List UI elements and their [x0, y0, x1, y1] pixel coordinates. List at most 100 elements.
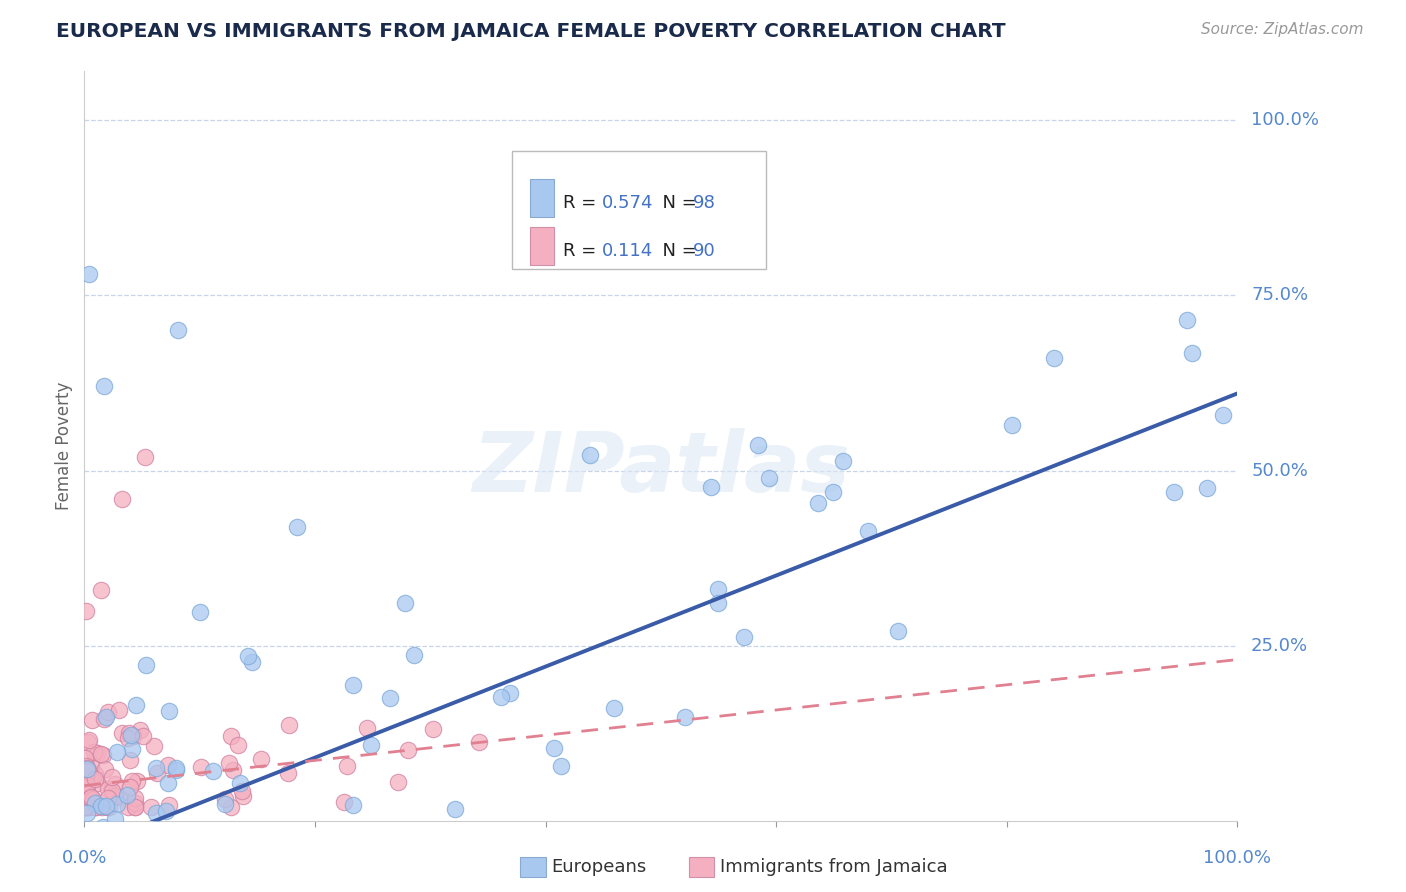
- Point: [1195, 481, 1218, 495]
- Point: [77, 799, 100, 814]
- Text: EUROPEAN VS IMMIGRANTS FROM JAMAICA FEMALE POVERTY CORRELATION CHART: EUROPEAN VS IMMIGRANTS FROM JAMAICA FEMA…: [56, 22, 1005, 41]
- Point: [157, 705, 180, 719]
- Point: [83, 767, 105, 781]
- Point: [394, 596, 416, 610]
- Point: [219, 799, 242, 814]
- Point: [152, 828, 174, 842]
- Point: [80, 789, 103, 804]
- Point: [190, 759, 212, 773]
- Point: [143, 828, 166, 842]
- Point: [821, 485, 844, 500]
- Point: [214, 797, 236, 811]
- Point: [153, 828, 176, 842]
- Point: [451, 828, 474, 842]
- Point: [155, 804, 177, 818]
- Point: [360, 738, 382, 752]
- Point: [75, 603, 97, 617]
- Point: [229, 776, 252, 790]
- Text: 100.0%: 100.0%: [1251, 112, 1319, 129]
- Text: 100.0%: 100.0%: [1204, 848, 1271, 867]
- Point: [79, 791, 101, 805]
- Point: [94, 798, 117, 813]
- Point: [285, 520, 308, 534]
- Point: [82, 828, 104, 842]
- Point: [108, 789, 131, 804]
- Point: [139, 799, 162, 814]
- Point: [76, 805, 98, 820]
- Point: [260, 828, 283, 842]
- Point: [124, 799, 146, 814]
- Point: [422, 723, 444, 737]
- Point: [124, 799, 146, 814]
- Text: N =: N =: [651, 194, 703, 212]
- Point: [153, 828, 176, 842]
- Point: [202, 764, 225, 779]
- Point: [75, 799, 97, 814]
- Point: [84, 799, 107, 814]
- Point: [105, 797, 128, 812]
- Point: [73, 781, 96, 796]
- Point: [240, 655, 263, 669]
- Point: [579, 448, 602, 462]
- Point: [93, 828, 115, 842]
- Point: [188, 606, 211, 620]
- Point: [86, 746, 108, 760]
- Point: [138, 828, 160, 842]
- Point: [157, 798, 180, 813]
- Point: [733, 630, 755, 644]
- Point: [131, 828, 153, 842]
- Point: [75, 771, 97, 785]
- Point: [91, 747, 114, 762]
- Point: [342, 798, 364, 813]
- Point: [489, 690, 512, 705]
- Point: [117, 799, 139, 814]
- Point: [707, 582, 730, 596]
- Point: [90, 798, 112, 813]
- Point: [468, 735, 491, 749]
- Point: [1001, 417, 1024, 432]
- Point: [84, 797, 107, 811]
- Point: [105, 745, 128, 759]
- Point: [79, 733, 101, 747]
- Point: [156, 758, 179, 772]
- Point: [76, 762, 98, 776]
- Point: [101, 770, 124, 784]
- Point: [1043, 351, 1066, 365]
- Point: [110, 491, 132, 506]
- Point: [73, 828, 96, 842]
- Point: [96, 799, 118, 814]
- Point: [128, 723, 150, 737]
- Point: [77, 268, 100, 282]
- Point: [86, 828, 108, 842]
- Point: [101, 784, 124, 798]
- Text: ZIPatlas: ZIPatlas: [472, 428, 849, 509]
- Point: [543, 741, 565, 756]
- Point: [856, 524, 879, 538]
- Point: [93, 820, 115, 834]
- Point: [165, 828, 187, 842]
- Point: [80, 713, 103, 727]
- Point: [118, 725, 141, 739]
- Point: [156, 776, 179, 790]
- Point: [134, 450, 156, 464]
- Point: [75, 798, 97, 813]
- Point: [444, 802, 467, 816]
- Point: [135, 658, 157, 673]
- Point: [396, 742, 419, 756]
- Point: [277, 766, 299, 780]
- Point: [103, 828, 125, 842]
- Text: 75.0%: 75.0%: [1251, 286, 1308, 304]
- Text: R =: R =: [562, 194, 602, 212]
- Point: [79, 791, 101, 805]
- Text: 50.0%: 50.0%: [1251, 461, 1308, 480]
- Text: Immigrants from Jamaica: Immigrants from Jamaica: [720, 858, 948, 876]
- Point: [94, 762, 117, 776]
- Point: [94, 828, 117, 842]
- Point: [98, 828, 121, 842]
- Point: [94, 710, 117, 724]
- Point: [226, 738, 249, 752]
- Text: 0.0%: 0.0%: [62, 848, 107, 867]
- Point: [75, 799, 97, 814]
- Text: Source: ZipAtlas.com: Source: ZipAtlas.com: [1201, 22, 1364, 37]
- Point: [603, 701, 626, 715]
